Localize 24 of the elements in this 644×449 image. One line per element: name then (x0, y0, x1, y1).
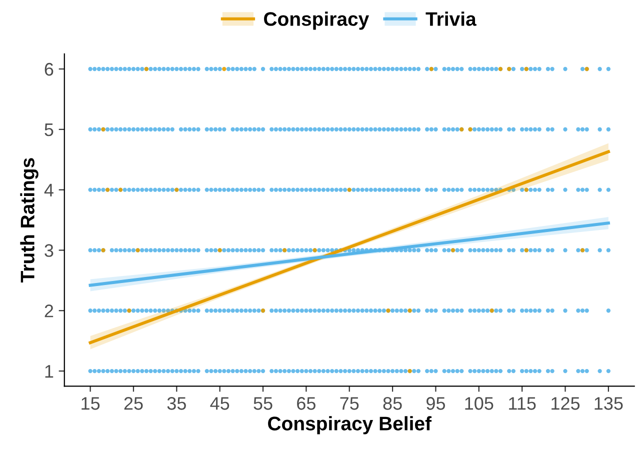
legend-label: Conspiracy (264, 12, 370, 30)
x-tick-label: 115 (509, 397, 536, 410)
x-tick-label: 55 (254, 397, 272, 410)
x-axis-title: Conspiracy Belief (268, 416, 432, 434)
x-tick-label: 125 (552, 397, 580, 410)
x-tick-label: 105 (465, 397, 494, 410)
x-tick-label: 35 (167, 397, 186, 410)
x-tick-label: 75 (340, 397, 359, 410)
x-tick-label: 45 (210, 397, 230, 410)
y-axis-title: Truth Ratings (20, 158, 38, 282)
x-tick-label: 85 (383, 397, 402, 410)
x-tick-label: 65 (297, 397, 316, 410)
x-tick-label: 135 (594, 397, 623, 410)
y-tick-label: 2 (44, 304, 54, 318)
legend-label: Trivia (426, 12, 476, 26)
y-tick-label: 3 (44, 244, 54, 257)
y-tick-label: 4 (44, 184, 54, 196)
point (222, 66, 226, 72)
x-tick-label: 95 (426, 397, 446, 410)
y-tick-label: 5 (44, 124, 54, 136)
y-tick-label: 6 (44, 62, 54, 76)
x-tick-label: 25 (124, 397, 143, 410)
x-tick-label: 15 (82, 397, 100, 410)
y-tick-label: 1 (45, 365, 54, 378)
